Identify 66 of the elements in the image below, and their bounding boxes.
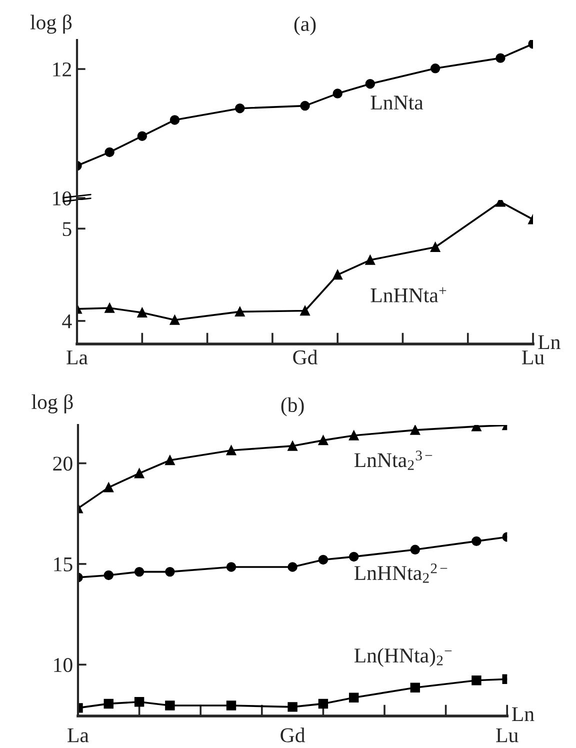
point [165,700,175,710]
point [348,430,359,440]
point [137,131,148,141]
point [134,468,144,478]
point [410,544,420,555]
point [300,306,310,316]
y-tick-label: 12 [53,62,71,76]
point [226,446,236,456]
chart-title: (a) [294,16,316,36]
point [288,441,298,451]
point [104,570,114,580]
y-tick-label: 15 [54,557,72,572]
series-label: LnHNta$^{+}$ [370,287,446,302]
point [430,64,440,74]
point [300,100,310,111]
x-tick-label: La [66,350,88,364]
y-tick-label: 4 [62,314,72,328]
point [472,536,482,546]
series-label: Ln(HNta)$_{2}$$^{−}$ [354,648,452,667]
point [104,482,114,492]
x-axis-title: Ln [538,335,560,350]
point [134,697,144,707]
point [235,104,245,114]
point [365,255,376,265]
y-tick-label: 20 [53,456,72,471]
point [104,698,114,709]
point [165,455,175,466]
x-tick-label: Gd [280,728,306,742]
point [472,675,482,686]
point [332,88,342,98]
point [288,702,298,712]
point [410,682,420,692]
y-tick-label: 5 [62,222,72,236]
point [348,692,359,703]
point [318,435,328,446]
x-tick-label: Gd [293,350,318,364]
point [288,562,298,572]
y-axis-title: log β [32,394,73,414]
point [165,566,175,577]
point [332,270,342,280]
x-axis-title: Ln [512,707,534,721]
x-tick-label: Lu [496,728,518,742]
point [134,566,144,577]
point [226,700,236,710]
x-tick-label: Lu [522,350,544,364]
point [496,53,506,63]
series-label: LnNta [370,96,424,110]
point [137,308,148,318]
point [318,698,328,709]
y-tick-label: 10 [54,658,72,672]
point [170,115,180,125]
x-tick-label: La [68,728,89,742]
chart-title: (b) [281,397,304,416]
y-axis-title: log β [30,14,72,34]
point [430,242,440,252]
point [104,303,114,313]
point [226,562,236,572]
series-label: LnHNta$_{2}$$^{2−}$ [354,564,448,583]
point [410,425,420,435]
point [318,554,328,565]
point [235,306,245,317]
point [348,552,359,562]
point [170,315,180,325]
point [104,147,114,158]
series-label: LnNta$_{2}$$^{3−}$ [354,450,432,470]
point [365,79,376,89]
